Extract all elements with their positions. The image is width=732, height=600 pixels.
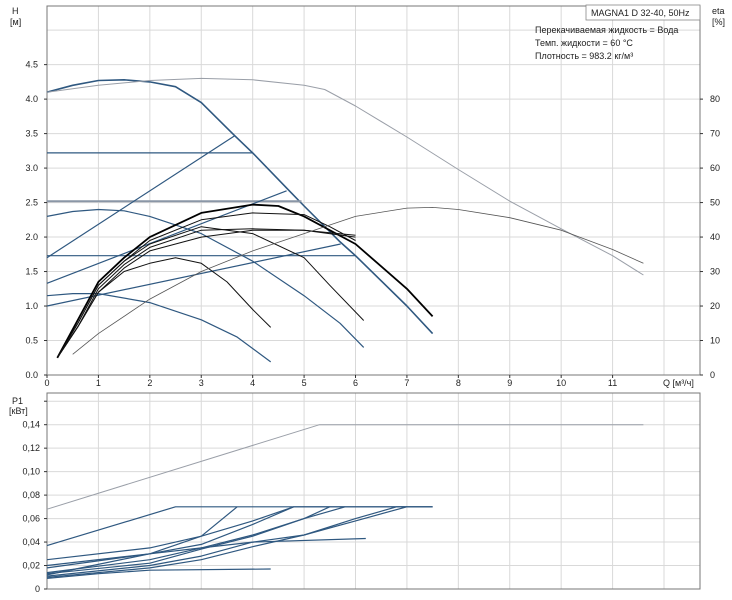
x-tick-label: 11	[608, 378, 617, 388]
power-curve	[46, 506, 295, 569]
y2-axis-label-eta: eta	[712, 6, 725, 16]
x-tick-label: 0	[44, 378, 49, 388]
y2-tick-label: 0	[710, 370, 715, 380]
y2-tick-label: 60	[710, 163, 720, 173]
p1-tick-label: 0	[35, 584, 40, 594]
y2-tick-label: 80	[710, 94, 720, 104]
p1-tick-label: 0,04	[22, 537, 40, 547]
power-curve	[46, 506, 346, 575]
power-curve	[46, 506, 238, 567]
power-plot-grid	[46, 392, 701, 590]
power-plot-curves	[46, 424, 644, 579]
efficiency-curve	[56, 226, 365, 359]
y-tick-label: 1.0	[25, 301, 38, 311]
y-tick-label: 4.5	[25, 60, 38, 70]
y-tick-label: 2.0	[25, 232, 38, 242]
chart-title: MAGNA1 D 32-40, 50Hz	[591, 8, 690, 18]
x-tick-label: 1	[96, 378, 101, 388]
head-curve	[46, 77, 644, 276]
title-box	[585, 4, 701, 21]
annotation-temperature: Темп. жидкости = 60 °C	[535, 38, 633, 48]
p1-tick-label: 0,02	[22, 561, 40, 571]
x-tick-label: 2	[147, 378, 152, 388]
y2-tick-label: 10	[710, 336, 720, 346]
x-axis-label-q: Q [м³/ч]	[663, 378, 694, 388]
head-curve	[46, 135, 236, 259]
efficiency-curve	[56, 228, 356, 359]
annotation-density: Плотность = 983.2 кг/м³	[535, 51, 633, 61]
y-tick-label: 3.0	[25, 163, 38, 173]
power-curve	[46, 506, 433, 561]
efficiency-curve	[56, 212, 356, 359]
efficiency-curve	[56, 229, 356, 359]
y2-tick-label: 20	[710, 301, 720, 311]
x-tick-label: 6	[353, 378, 358, 388]
y-tick-label: 4.0	[25, 94, 38, 104]
x-tick-label: 4	[250, 378, 255, 388]
head-plot-frame	[46, 5, 701, 376]
x-tick-label: 9	[507, 378, 512, 388]
y-tick-label: 0.5	[25, 336, 38, 346]
head-plot-grid	[46, 5, 701, 376]
head-curve	[46, 293, 272, 363]
p1-tick-label: 0,12	[22, 443, 40, 453]
y-tick-label: 2.5	[25, 198, 38, 208]
power-curve	[46, 568, 271, 579]
y-tick-label: 3.5	[25, 129, 38, 139]
y-axis-label-p1: P1	[12, 396, 23, 406]
x-tick-label: 8	[456, 378, 461, 388]
power-curve	[46, 424, 644, 510]
power-plot-frame	[46, 392, 701, 590]
y2-tick-label: 30	[710, 267, 720, 277]
y-tick-label: 0.0	[25, 370, 38, 380]
x-tick-label: 3	[199, 378, 204, 388]
y-tick-label: 1.5	[25, 267, 38, 277]
x-tick-label: 10	[556, 378, 566, 388]
p1-tick-label: 0,08	[22, 490, 40, 500]
p1-tick-label: 0,10	[22, 467, 40, 477]
power-curve	[46, 506, 433, 577]
x-tick-label: 5	[302, 378, 307, 388]
p1-tick-label: 0,14	[22, 420, 40, 430]
y2-tick-label: 50	[710, 198, 720, 208]
y-axis-unit-h: [м]	[10, 17, 21, 27]
x-tick-label: 7	[404, 378, 409, 388]
y2-tick-label: 70	[710, 129, 720, 139]
power-curve	[46, 506, 408, 578]
power-curve	[46, 506, 331, 574]
power-curve	[46, 537, 366, 576]
efficiency-curve	[56, 203, 434, 359]
y2-axis-unit-eta: [%]	[712, 17, 725, 27]
p1-tick-label: 0,06	[22, 514, 40, 524]
y-axis-label-h: H	[12, 6, 19, 16]
efficiency-curve	[72, 206, 644, 355]
head-plot-curves	[46, 77, 644, 363]
y-axis-unit-p1: [кВт]	[9, 406, 28, 416]
tick-labels: 0 1 2 3 4 5 6 7 8 9 10 11 0.0 0.5 1.0 1.5 2.0 2.5 3.0 3.5 4.…	[22, 60, 720, 594]
annotation-fluid: Перекачиваемая жидкость = Вода	[535, 25, 678, 35]
y2-tick-label: 40	[710, 232, 720, 242]
